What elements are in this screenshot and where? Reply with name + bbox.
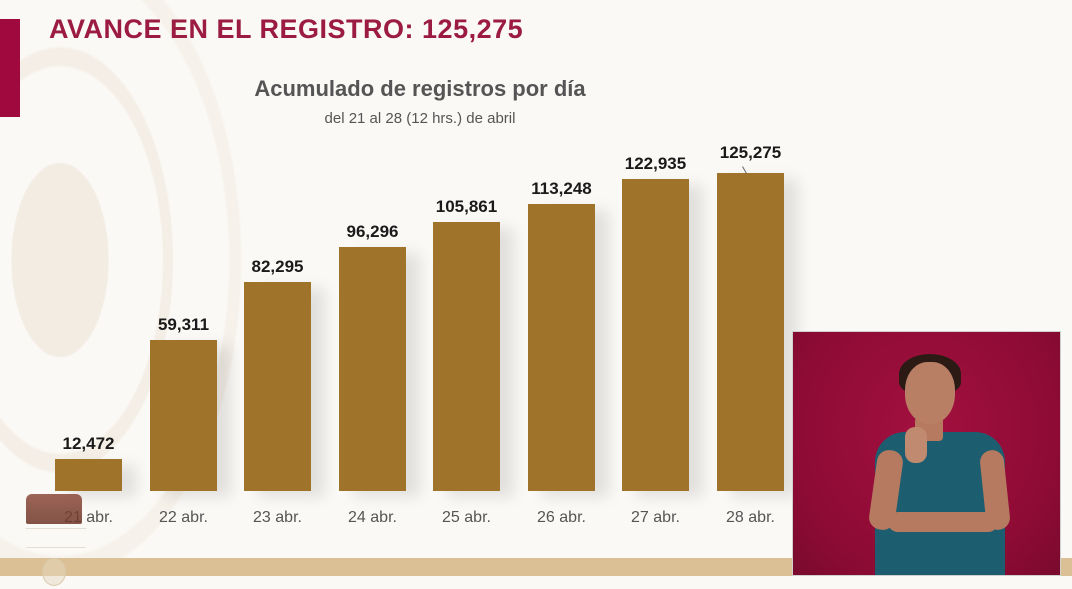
interpreter-head [905,362,955,424]
x-tick-label: 25 abr. [442,509,491,526]
x-tick-label: 22 abr. [159,509,208,526]
bar-value-label: 105,861 [435,197,498,216]
chart-subtitle: del 21 al 28 (12 hrs.) de abril [324,110,516,127]
bar [339,247,406,491]
bar [244,282,311,491]
bar-value-label: 59,311 [157,315,210,334]
bar-value-label: 113,248 [531,179,592,198]
x-tick-label: 26 abr. [537,509,586,526]
bar-value-label: 96,296 [346,222,399,241]
bar [150,340,217,491]
bar-value-label: 82,295 [251,257,304,276]
interpreter-hand [905,427,927,463]
logo-icon [26,494,82,524]
x-tick-label: 27 abr. [631,509,680,526]
bar-value-label: 12,472 [62,434,115,453]
interpreter-forearm [888,512,998,532]
bar [717,173,784,491]
x-tick-label: 24 abr. [348,509,397,526]
bar [433,222,500,491]
logo-text [26,528,86,548]
page-title: AVANCE EN EL REGISTRO: 125,275 [49,14,524,44]
bar [55,459,122,491]
bar-value-label: 122,935 [624,154,687,173]
bar-value-label: 125,275 [719,143,782,162]
seal-icon [42,558,66,586]
bar [528,204,595,491]
x-tick-label: 23 abr. [253,509,302,526]
bar [622,179,689,491]
chart-title: Acumulado de registros por día [254,76,586,101]
x-tick-label: 28 abr. [726,509,775,526]
title-accent-bar [0,19,20,117]
sign-language-interpreter-video [792,331,1061,576]
